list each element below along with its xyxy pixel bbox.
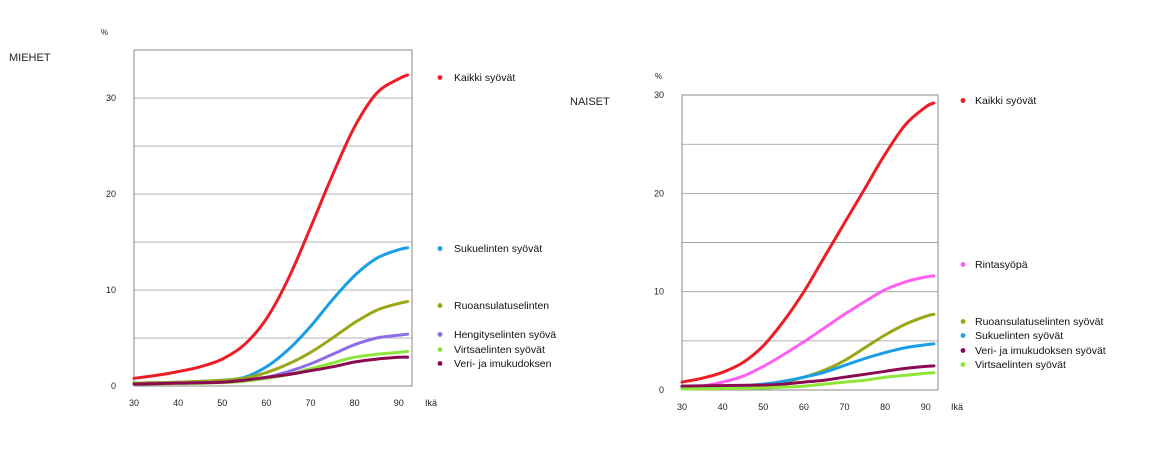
naiset-title: NAISET — [570, 96, 610, 108]
miehet-legend-marker — [437, 347, 443, 352]
miehet-chart: MIEHET% 0 10 20 30 30 40 50 60 70 80 90 Ikä Kaikki sy… — [9, 28, 556, 408]
miehet-legend-marker — [437, 246, 443, 251]
naiset-legend-marker — [960, 98, 966, 103]
naiset-series-line — [680, 371, 936, 391]
naiset-y-tick-label: 10 — [654, 287, 664, 297]
miehet-legend-label: Virtsaelinten syövät — [454, 344, 545, 356]
naiset-legend-label: Virtsaelinten syövät — [975, 359, 1066, 371]
miehet-x-axis-label: Ikä — [425, 398, 437, 408]
miehet-title: MIEHET — [9, 52, 51, 64]
naiset-legend-marker — [960, 333, 966, 338]
naiset-x-axis-label: Ikä — [951, 402, 963, 412]
miehet-legend-marker — [437, 75, 443, 80]
naiset-legend-label: Veri- ja imukudoksen syövät — [975, 345, 1106, 357]
naiset-y-tick-label: 20 — [654, 188, 664, 198]
naiset-legend-marker — [960, 362, 966, 367]
miehet-x-tick-label: 80 — [350, 398, 360, 408]
miehet-x-tick-label: 40 — [173, 398, 183, 408]
naiset-y-tick-label: 0 — [659, 385, 664, 395]
naiset-chart: NAISET% 0 10 20 30 30 40 50 60 70 80 90 Ikä Kaikki sy… — [570, 72, 1106, 412]
naiset-x-tick-label: 70 — [840, 402, 850, 412]
naiset-series-line — [680, 364, 936, 388]
naiset-legend-label: Ruoansulatuselinten syövät — [975, 316, 1103, 328]
miehet-y-tick-label: 20 — [106, 189, 116, 199]
miehet-y-tick-label: 10 — [106, 285, 116, 295]
naiset-legend-marker — [960, 348, 966, 353]
miehet-legend-label: Sukuelinten syövät — [454, 243, 542, 255]
naiset-x-tick-label: 40 — [718, 402, 728, 412]
miehet-series-line — [132, 355, 410, 386]
naiset-series-line — [680, 274, 936, 390]
miehet-series-line — [132, 300, 410, 385]
naiset-legend-label: Rintasyöpä — [975, 259, 1028, 271]
naiset-plot-frame — [681, 94, 939, 391]
miehet-legend-label: Hengityselinten syövä — [454, 329, 556, 341]
miehet-legend-label: Ruoansulatuselinten — [454, 300, 549, 312]
miehet-x-tick-label: 30 — [129, 398, 139, 408]
miehet-legend-label: Veri- ja imukudoksen — [454, 358, 552, 370]
miehet-y-unit: % — [101, 28, 108, 37]
naiset-x-tick-label: 90 — [921, 402, 931, 412]
naiset-legend-label: Sukuelinten syövät — [975, 330, 1063, 342]
naiset-x-tick-label: 30 — [677, 402, 687, 412]
naiset-y-tick-label: 30 — [654, 90, 664, 100]
miehet-x-tick-label: 90 — [394, 398, 404, 408]
naiset-legend-label: Kaikki syövät — [975, 95, 1036, 107]
miehet-series-line — [132, 349, 410, 386]
miehet-legend-marker — [437, 303, 443, 308]
miehet-x-tick-label: 70 — [306, 398, 316, 408]
miehet-plot-frame — [133, 49, 413, 387]
miehet-legend-marker — [437, 332, 443, 337]
miehet-x-tick-label: 50 — [217, 398, 227, 408]
naiset-series-line — [680, 101, 936, 384]
naiset-legend-marker — [960, 262, 966, 267]
miehet-series-line — [132, 73, 410, 380]
naiset-y-unit: % — [655, 72, 662, 81]
miehet-y-tick-label: 30 — [106, 93, 116, 103]
miehet-legend-label: Kaikki syövät — [454, 72, 515, 84]
naiset-legend-marker — [960, 319, 966, 324]
naiset-x-tick-label: 80 — [880, 402, 890, 412]
miehet-y-tick-label: 0 — [111, 381, 116, 391]
naiset-x-tick-label: 50 — [758, 402, 768, 412]
naiset-x-tick-label: 60 — [799, 402, 809, 412]
miehet-x-tick-label: 60 — [261, 398, 271, 408]
miehet-legend-marker — [437, 361, 443, 366]
